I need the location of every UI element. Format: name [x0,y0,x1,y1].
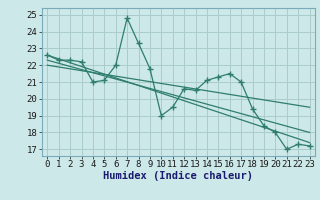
X-axis label: Humidex (Indice chaleur): Humidex (Indice chaleur) [103,171,253,181]
